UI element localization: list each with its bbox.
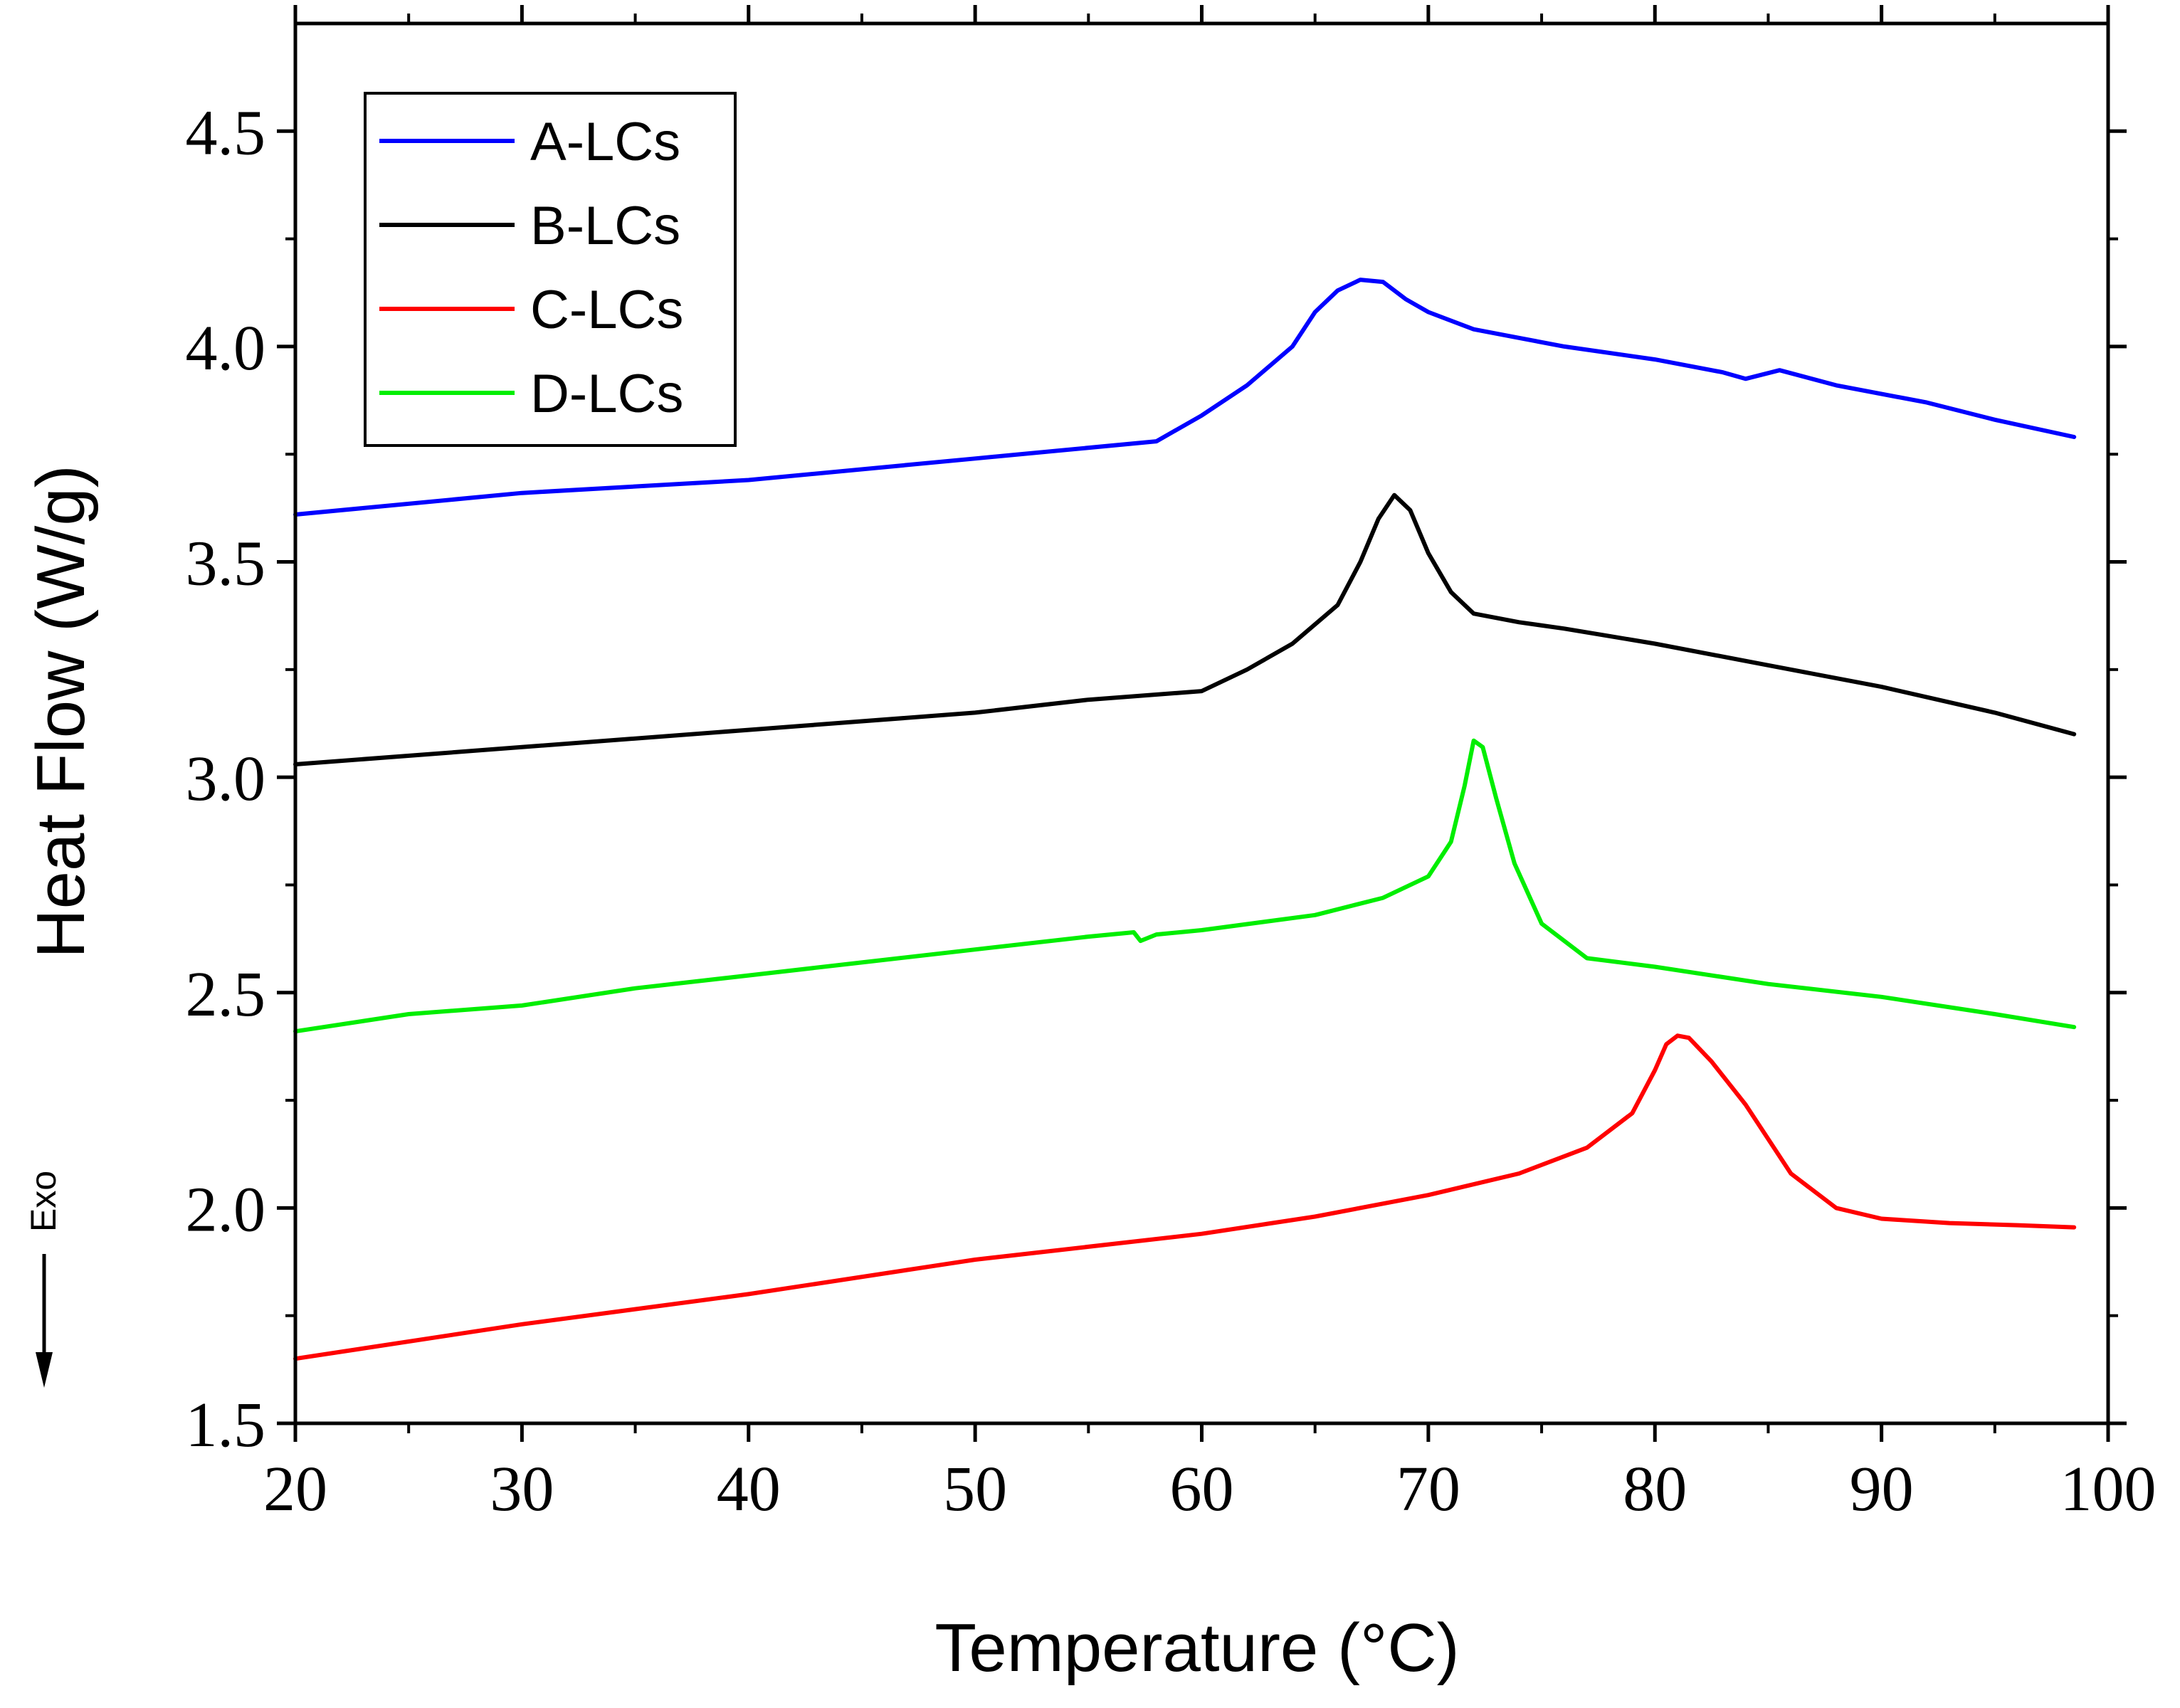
x-tick-label: 90 [1850, 1454, 1914, 1524]
x-tick-label: 40 [717, 1454, 781, 1524]
legend-label: B-LCs [530, 196, 680, 256]
y-tick-label: 2.5 [186, 959, 266, 1030]
legend-box [364, 92, 737, 447]
series-layer [293, 278, 2077, 1361]
series-line-A-LCs [293, 278, 2077, 517]
series-line-B-LCs [293, 492, 2077, 766]
x-tick-label: 100 [2060, 1454, 2157, 1524]
exo-label: Exo [23, 1171, 63, 1232]
y-axis-title: Heat Flow (W/g) [23, 465, 99, 958]
legend-label: C-LCs [530, 280, 683, 340]
y-tick-label: 4.0 [186, 313, 266, 384]
legend-items: A-LCs B-LCs C-LCs D-LCs [379, 112, 683, 424]
x-tick-label: 60 [1170, 1454, 1234, 1524]
x-tick-label: 70 [1396, 1454, 1460, 1524]
legend: A-LCs B-LCs C-LCs D-LCs [364, 92, 737, 447]
series-line-C-LCs [293, 1033, 2077, 1361]
x-tick-label: 80 [1623, 1454, 1687, 1524]
exo-arrow-head [36, 1352, 53, 1388]
x-tick-label: 30 [490, 1454, 554, 1524]
tick-layer [277, 5, 2127, 1442]
tick-label-layer: 20 30 40 50 60 70 80 90 100 1.5 2.0 2.5 3.0 3.5 4.0 4.5 [186, 97, 2157, 1524]
exo-annotation: Exo [23, 1171, 63, 1388]
series-line-D-LCs [293, 738, 2077, 1034]
legend-label: D-LCs [530, 364, 683, 424]
x-axis-title: Temperature (°C) [934, 1610, 1459, 1686]
x-tick-label: 20 [263, 1454, 327, 1524]
y-tick-label: 2.0 [186, 1174, 266, 1245]
legend-label: A-LCs [530, 112, 680, 172]
y-tick-label: 3.0 [186, 744, 266, 814]
y-tick-label: 4.5 [186, 97, 266, 168]
x-tick-label: 50 [943, 1454, 1007, 1524]
y-tick-label: 3.5 [186, 529, 266, 599]
y-tick-label: 1.5 [186, 1390, 266, 1460]
